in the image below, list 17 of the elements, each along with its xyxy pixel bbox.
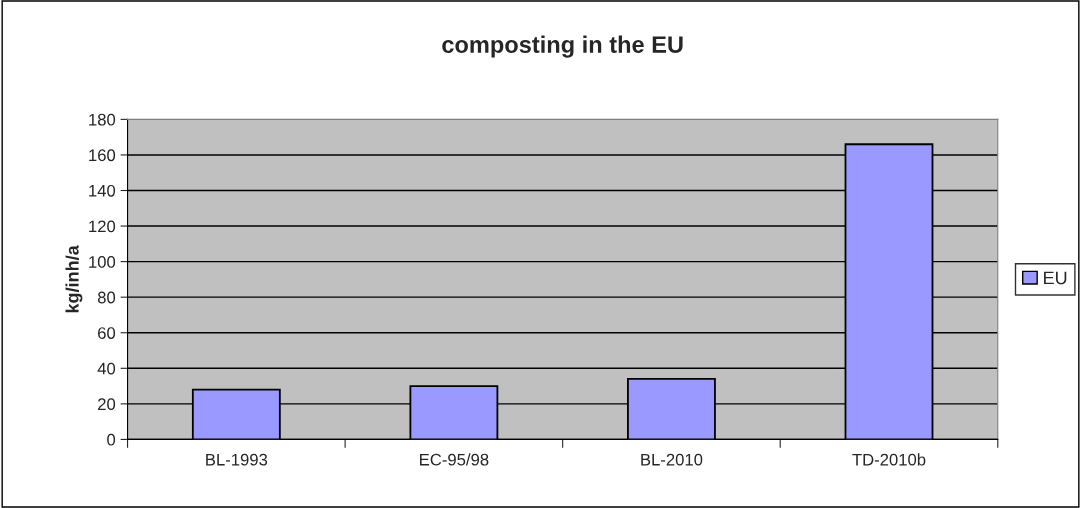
y-tick-label: 100	[89, 256, 116, 268]
y-tick-label: 140	[89, 184, 116, 197]
x-tick-label: BL-2010	[641, 453, 703, 466]
x-tick-label: BL-1993	[206, 453, 268, 466]
chart-title: composting in the EU	[442, 35, 683, 58]
y-tick-label: 20	[98, 398, 116, 411]
y-tick-label: 180	[89, 113, 116, 126]
y-tick-label: 120	[89, 220, 116, 233]
legend-label: EU	[1044, 271, 1067, 285]
y-tick-label: 40	[97, 362, 116, 375]
x-tick-label: TD-2010b	[852, 453, 926, 466]
y-axis-title: kg/inh/a	[65, 245, 83, 313]
x-tick-label: EC-95/98	[420, 453, 489, 466]
y-tick-label: 0	[107, 433, 116, 446]
y-tick-label: 60	[98, 327, 116, 339]
y-tick-label: 80	[97, 291, 116, 304]
y-tick-label: 160	[89, 149, 116, 162]
